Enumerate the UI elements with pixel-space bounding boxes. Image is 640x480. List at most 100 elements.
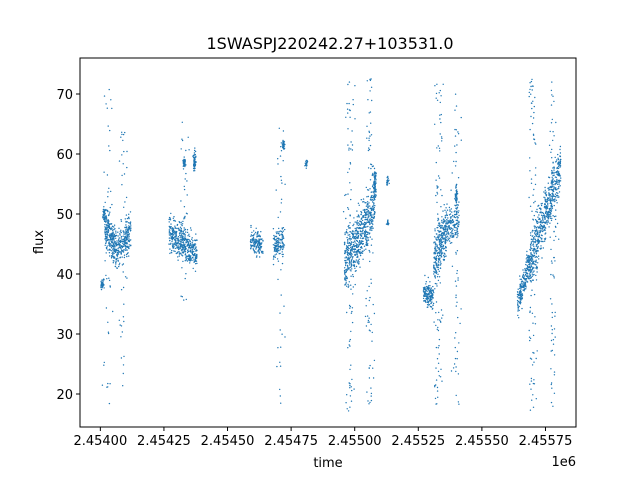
data-point <box>349 406 351 408</box>
data-point <box>523 284 526 286</box>
data-point <box>188 235 191 237</box>
data-point <box>183 156 185 158</box>
data-point <box>521 307 523 310</box>
data-point <box>370 392 373 395</box>
data-point <box>368 130 370 132</box>
data-point <box>305 167 307 169</box>
data-point <box>349 109 351 112</box>
data-point <box>438 338 441 341</box>
data-point <box>279 247 282 249</box>
data-point <box>130 229 132 231</box>
data-point <box>359 227 362 229</box>
data-point <box>546 214 548 216</box>
data-point <box>456 210 458 212</box>
data-point <box>116 245 118 247</box>
data-point <box>371 174 373 177</box>
data-point <box>545 205 548 207</box>
data-point <box>360 212 363 214</box>
data-point <box>460 139 462 141</box>
data-point <box>258 249 260 251</box>
data-point <box>517 300 520 303</box>
data-point <box>429 296 431 298</box>
data-point <box>520 292 522 294</box>
data-point <box>439 282 441 284</box>
data-point <box>179 239 182 241</box>
data-point <box>554 188 556 190</box>
data-point <box>448 233 450 235</box>
data-point <box>371 226 373 228</box>
data-point <box>551 173 553 175</box>
data-point <box>450 232 452 234</box>
data-point <box>276 258 279 260</box>
data-point <box>359 254 362 257</box>
data-point <box>444 227 446 229</box>
data-point <box>450 236 452 238</box>
data-point <box>358 242 360 244</box>
data-point <box>529 205 532 207</box>
data-point <box>531 78 533 81</box>
data-point <box>122 286 125 289</box>
data-point <box>105 103 107 105</box>
data-point <box>281 333 283 335</box>
data-point <box>279 242 281 244</box>
data-point <box>439 89 441 92</box>
data-point <box>283 237 285 239</box>
data-point <box>556 222 559 225</box>
data-point <box>359 241 361 243</box>
data-point <box>533 111 535 114</box>
data-point <box>372 377 375 379</box>
data-point <box>122 364 125 366</box>
data-point <box>115 232 117 234</box>
data-point <box>108 225 111 228</box>
data-point <box>435 244 437 246</box>
data-point <box>354 253 356 255</box>
data-point <box>250 235 252 237</box>
data-point <box>531 255 533 257</box>
data-point <box>439 224 441 226</box>
data-point <box>447 227 449 229</box>
data-point <box>451 211 453 213</box>
data-point <box>280 269 282 271</box>
data-point <box>186 251 189 254</box>
data-point <box>370 323 372 326</box>
data-point <box>531 275 534 277</box>
data-point <box>353 388 355 390</box>
data-point <box>369 223 371 226</box>
data-point <box>350 266 352 268</box>
data-point <box>439 118 441 120</box>
data-point <box>123 206 125 208</box>
data-point <box>550 248 552 251</box>
data-point <box>109 236 111 239</box>
data-point <box>365 202 367 204</box>
data-point <box>445 222 448 224</box>
data-point <box>173 219 175 222</box>
data-point <box>181 254 183 256</box>
data-point <box>458 221 460 224</box>
data-point <box>357 262 359 264</box>
data-point <box>348 340 351 342</box>
data-point <box>550 368 552 370</box>
data-point <box>455 213 457 216</box>
data-point <box>558 191 561 193</box>
data-point <box>435 194 437 197</box>
data-point <box>349 235 351 238</box>
data-point <box>125 221 127 223</box>
data-point <box>559 165 562 167</box>
data-point <box>177 239 179 241</box>
data-point <box>129 211 132 213</box>
data-point <box>183 188 186 191</box>
data-point <box>194 160 196 163</box>
data-point <box>549 217 552 219</box>
data-point <box>191 241 193 244</box>
data-point <box>550 401 553 404</box>
data-point <box>371 228 373 230</box>
data-point <box>437 219 439 222</box>
data-point <box>439 133 441 135</box>
data-point <box>367 214 369 216</box>
data-point <box>186 260 189 262</box>
data-point <box>193 149 196 152</box>
data-point <box>439 320 442 323</box>
data-point <box>113 242 115 244</box>
data-point <box>517 305 519 307</box>
data-point <box>549 194 551 197</box>
